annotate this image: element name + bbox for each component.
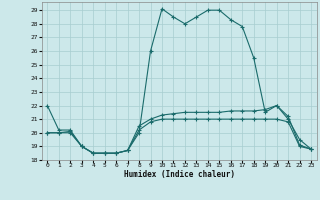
X-axis label: Humidex (Indice chaleur): Humidex (Indice chaleur) [124, 170, 235, 179]
